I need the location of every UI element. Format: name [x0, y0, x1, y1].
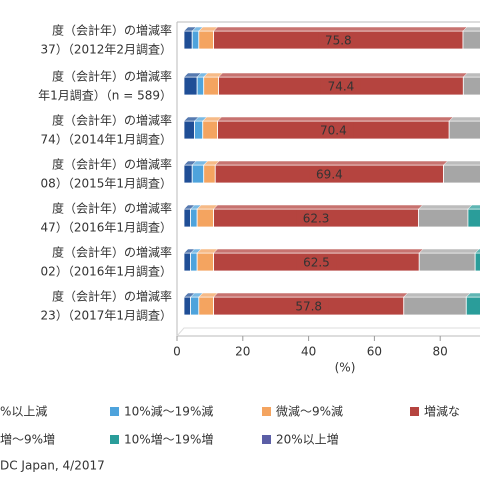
- bar-segment: [190, 208, 198, 228]
- data-label: 75.8: [325, 34, 352, 48]
- bar-segment: [202, 120, 218, 140]
- bar-top: [403, 292, 471, 298]
- source: DC Japan, 4/2017: [0, 459, 105, 473]
- bar-segment: [465, 296, 480, 316]
- bar-top: [213, 26, 468, 32]
- category-label: 37）（2012年2月調査）: [41, 43, 172, 57]
- bar-segment: [191, 30, 200, 50]
- x-tick-label: 40: [301, 345, 316, 359]
- bar-segment: [203, 164, 216, 184]
- data-label: 62.5: [303, 256, 330, 270]
- plot-floor: [176, 327, 480, 337]
- bar-top: [214, 160, 449, 166]
- data-label-bg: [318, 32, 359, 48]
- bar-top: [474, 248, 480, 254]
- category-label: 度（会計年）の増減率: [52, 157, 172, 172]
- category-label: 47）（2016年1月調査）: [41, 221, 172, 235]
- bar-segment: [183, 120, 195, 140]
- legend-swatch: [410, 407, 419, 416]
- bar-segment: [474, 252, 480, 272]
- x-tick-label: 80: [433, 345, 448, 359]
- bar-top: [213, 248, 424, 254]
- data-label: 70.4: [320, 124, 347, 138]
- category-label: 度（会計年）の増減率: [52, 245, 172, 260]
- x-tick-label: 0: [173, 345, 181, 359]
- category-label: 度（会計年）の増減率: [52, 23, 172, 38]
- data-label-bg: [313, 122, 354, 138]
- bar-segment: [190, 296, 200, 316]
- data-label-bg: [309, 166, 350, 182]
- data-label-bg: [296, 254, 337, 270]
- category-label: 度（会計年）の増減率: [52, 289, 172, 304]
- bar-segment: [190, 252, 198, 272]
- bar-segment: [462, 30, 480, 50]
- x-tick-label: 60: [367, 345, 382, 359]
- bar-top: [216, 116, 454, 122]
- data-label: 57.8: [295, 300, 322, 314]
- category-label: 度（会計年）の増減率: [52, 201, 172, 216]
- bar-segment: [183, 30, 193, 50]
- data-label-bg: [288, 298, 329, 314]
- data-label: 69.4: [316, 168, 343, 182]
- legend-label: 微減～9%減: [276, 404, 343, 419]
- bar-segment: [198, 30, 215, 50]
- bar-top: [418, 248, 480, 254]
- legend-label: 増～9%増: [0, 433, 55, 447]
- bar-segment: [462, 76, 480, 96]
- bar-top: [448, 116, 480, 122]
- x-tick-label: 20: [235, 345, 250, 359]
- legend-swatch: [262, 435, 271, 444]
- bar-segment: [418, 208, 469, 228]
- bar-segment: [443, 164, 480, 184]
- bar-segment: [196, 252, 215, 272]
- bar-segment: [183, 296, 191, 316]
- bar-segment: [418, 252, 476, 272]
- category-label: 74）（2014年1月調査）: [41, 133, 172, 147]
- bar-segment: [448, 120, 480, 140]
- category-label: 度（会計年）の増減率: [52, 113, 172, 128]
- data-label: 62.3: [303, 212, 330, 226]
- bar-segment: [403, 296, 467, 316]
- bar-segment: [183, 76, 198, 96]
- bar-segment: [196, 76, 205, 96]
- bar-top: [213, 292, 409, 298]
- legend-label: 10%増～19%増: [124, 433, 213, 447]
- bar-top: [442, 160, 480, 166]
- bar-top: [417, 204, 473, 210]
- bar-segment: [467, 208, 480, 228]
- category-label: 02）（2016年1月調査）: [41, 265, 172, 279]
- bar-segment: [196, 208, 215, 228]
- bar-top: [462, 26, 480, 32]
- legend-swatch: [110, 407, 119, 416]
- bar-segment: [203, 76, 219, 96]
- bar-top: [467, 204, 480, 210]
- legend-label: 増減な: [424, 404, 460, 419]
- legend-label: 10%減～19%減: [124, 404, 213, 419]
- category-label: 08）（2015年1月調査）: [41, 177, 172, 191]
- legend-swatch: [110, 435, 119, 444]
- bar-segment: [194, 120, 204, 140]
- category-label: 度（会計年）の増減率: [52, 69, 172, 84]
- legend-label: %以上減: [0, 404, 47, 419]
- bar-top: [213, 204, 424, 210]
- bar-segment: [191, 164, 205, 184]
- data-label: 74.4: [328, 80, 355, 94]
- category-label: 23）（2017年1月調査）: [41, 309, 172, 323]
- bar-segment: [183, 208, 191, 228]
- bar-top: [462, 72, 480, 78]
- legend-swatch: [262, 407, 271, 416]
- bar-top: [217, 72, 468, 78]
- bar-segment: [198, 296, 215, 316]
- data-label-bg: [320, 78, 361, 94]
- category-label: 年1月調査）（n = 589）: [38, 89, 172, 103]
- legend-label: 20%以上増: [276, 433, 339, 447]
- bar-top: [465, 292, 480, 298]
- bar-segment: [183, 164, 193, 184]
- bar-segment: [183, 252, 191, 272]
- x-axis-label: (%): [335, 361, 356, 375]
- data-label-bg: [296, 210, 337, 226]
